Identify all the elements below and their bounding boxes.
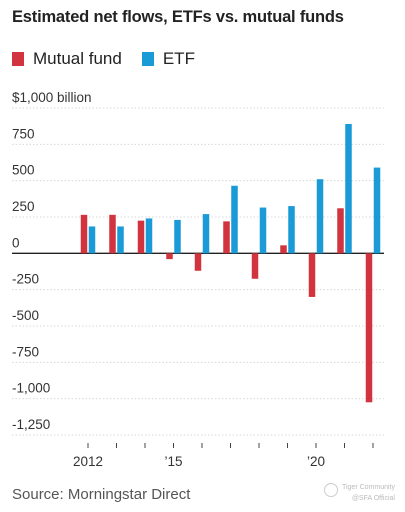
watermark: Tiger Community @SFA Official (323, 482, 395, 504)
bar-etf-2020 (316, 179, 324, 254)
bar-etf-2014 (145, 218, 153, 254)
bar-mutual-fund-2014 (137, 220, 145, 254)
bar-etf-2019 (288, 206, 295, 254)
y-tick-label-1: 750 (12, 126, 35, 141)
bar-mutual-fund-2012 (80, 214, 88, 254)
bar-etf-2013 (117, 226, 124, 254)
legend-swatch-mutual-fund (12, 52, 24, 66)
watermark-line-1: Tiger Community (341, 484, 395, 491)
bar-mutual-fund-2016 (194, 253, 202, 271)
y-tick-label-4: 0 (12, 235, 20, 250)
bar-mutual-fund-2021 (337, 208, 344, 254)
y-tick-label-6: -500 (12, 308, 39, 323)
y-tick-label-3: 250 (12, 199, 35, 214)
legend-swatch-etf (141, 52, 154, 66)
chart-title: Estimated net flows, ETFs vs. mutual fun… (12, 8, 344, 26)
legend-label-mutual-fund: Mutual fund (33, 49, 122, 68)
bar-mutual-fund-2013 (109, 214, 116, 254)
bar-mutual-fund-2015 (166, 253, 173, 260)
y-tick-label-7: -750 (12, 344, 39, 359)
gridlines (12, 107, 384, 436)
watermark-logo-icon (323, 483, 338, 497)
y-tick-label-5: -250 (12, 272, 39, 287)
bar-chart: $1,000 billion 750 500 250 0 -250 -500 -750 -1,0… (12, 90, 384, 469)
legend-item-mutual-fund: Mutual fund (12, 49, 122, 69)
watermark-line-2: @SFA Official (351, 495, 395, 502)
x-tick-label-2015: ’15 (164, 454, 182, 469)
legend-item-etf: ETF (141, 49, 195, 69)
bar-mutual-fund-2019 (280, 245, 287, 254)
y-axis-labels: $1,000 billion 750 500 250 0 -250 -500 -750 -1,0… (12, 90, 92, 432)
y-tick-label-8: -1,000 (12, 381, 50, 396)
x-tick-label-2012: 2012 (73, 454, 103, 469)
source-note: Source: Morningstar Direct (12, 486, 191, 503)
bar-etf-2016 (202, 214, 210, 254)
x-tick-label-2020: ’20 (307, 454, 325, 469)
bar-etf-2017 (231, 185, 238, 254)
y-tick-label-9: -1,250 (12, 417, 50, 432)
bars (80, 123, 381, 403)
y-tick-label-2: 500 (12, 163, 35, 178)
bar-mutual-fund-2017 (223, 221, 230, 254)
bar-etf-2022 (373, 167, 381, 254)
bar-etf-2015 (174, 219, 181, 254)
bar-etf-2018 (259, 207, 267, 254)
y-tick-label-0: $1,000 billion (12, 90, 92, 105)
bar-mutual-fund-2020 (308, 253, 316, 297)
legend: Mutual fund ETF (12, 49, 215, 69)
bar-etf-2012 (88, 226, 96, 254)
legend-label-etf: ETF (162, 49, 195, 68)
bar-mutual-fund-2022 (365, 253, 373, 403)
x-axis: 2012 ’15 ’20 (73, 443, 374, 469)
bar-etf-2021 (345, 123, 352, 254)
bar-mutual-fund-2018 (251, 253, 259, 279)
